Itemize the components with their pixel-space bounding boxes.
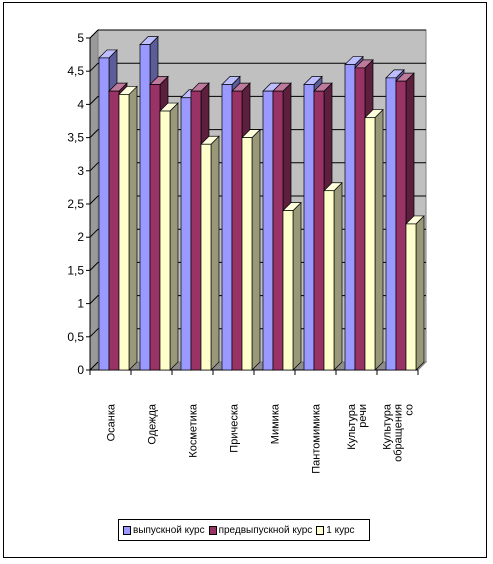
gridline-side — [89, 228, 99, 238]
y-tick-label: 0,5 — [67, 330, 84, 344]
x-tick-label-line: со — [404, 404, 416, 416]
bar — [405, 223, 417, 371]
bar — [354, 67, 366, 371]
y-tick-label: 1,5 — [67, 263, 84, 277]
x-tick-label: Косметика — [188, 403, 200, 458]
y-tick-label: 2,5 — [67, 197, 84, 211]
x-tick-label: Мимика — [270, 403, 282, 444]
x-tick-label: Осанка — [106, 403, 118, 441]
gridline-side — [89, 62, 99, 72]
legend-label-series-2: предвыпускной курс — [218, 524, 313, 536]
y-tick-label: 0 — [77, 363, 84, 377]
legend-label-series-1: выпускной курс — [133, 524, 205, 536]
x-tick-label-line: речи — [357, 404, 369, 428]
bar-side — [292, 201, 302, 371]
bar — [395, 80, 407, 371]
legend-item-series-3: 1 курс — [316, 524, 355, 536]
gridline-side — [89, 295, 99, 304]
gridline-side — [89, 162, 99, 172]
bar — [364, 117, 376, 371]
x-tick-label-line: Культура — [346, 403, 358, 450]
y-tick-label: 4,5 — [67, 64, 84, 78]
x-tick-label: Культураречи — [346, 403, 369, 450]
y-tick-label: 3 — [77, 164, 84, 178]
gridline-side — [89, 195, 99, 205]
bar — [139, 44, 151, 371]
legend-swatch-series-1 — [123, 525, 131, 535]
bar — [108, 90, 120, 371]
x-tick-label-line: Культура — [382, 403, 394, 450]
bar-side — [169, 102, 179, 371]
legend-swatch-series-2 — [208, 525, 217, 535]
x-tick-label: Прическа — [229, 403, 241, 453]
legend-swatch-series-3 — [316, 525, 325, 535]
legend-label-series-3: 1 курс — [326, 524, 355, 536]
bar — [200, 143, 212, 371]
bar — [231, 90, 243, 371]
bar — [303, 84, 315, 371]
bar — [344, 64, 356, 371]
bar — [241, 137, 253, 371]
bar-side — [333, 181, 343, 371]
gridline-side — [89, 262, 99, 271]
y-tick-label: 1 — [77, 297, 84, 311]
gridline-side — [89, 328, 99, 338]
x-tick-label: Пантомимика — [311, 403, 323, 474]
x-tick-label: Культураобращениясо — [382, 403, 416, 462]
bar — [159, 110, 171, 371]
bar-side — [415, 215, 425, 371]
y-tick-label: 5 — [77, 31, 84, 45]
x-tick-label-line: Косметика — [188, 403, 200, 458]
bar — [190, 90, 202, 371]
bar-side — [210, 135, 220, 371]
bar — [282, 210, 294, 371]
x-tick-label: Одежда — [147, 403, 159, 445]
x-tick-label-line: обращения — [393, 404, 405, 462]
bar — [180, 97, 192, 371]
y-tick-label: 2 — [77, 230, 84, 244]
bar-side — [374, 108, 384, 371]
x-tick-label-line: Пантомимика — [311, 403, 323, 474]
chart-legend: выпускной курс предвыпускной курс 1 курс — [118, 519, 370, 541]
bar — [149, 84, 161, 371]
bar — [221, 84, 233, 371]
gridline-side — [89, 96, 99, 105]
y-tick-label: 3,5 — [67, 131, 84, 145]
x-tick-label-line: Одежда — [147, 403, 159, 445]
bar — [262, 90, 274, 371]
bar — [313, 90, 325, 371]
y-tick-label: 4 — [77, 97, 84, 111]
x-tick-label-line: Осанка — [106, 403, 118, 441]
legend-item-series-1: выпускной курс — [123, 525, 205, 536]
bar — [98, 57, 110, 371]
gridline-side — [89, 361, 99, 371]
x-tick-label-line: Мимика — [270, 403, 282, 444]
legend-item-series-2: предвыпускной курс — [208, 524, 313, 536]
gridline-side — [89, 129, 99, 138]
bar — [323, 190, 335, 371]
bar — [272, 90, 284, 371]
bar — [385, 77, 397, 371]
gridline-side — [89, 29, 99, 39]
bar-side — [251, 128, 261, 371]
x-tick-label-line: Прическа — [229, 403, 241, 453]
bar-side — [128, 85, 138, 371]
bar — [118, 94, 130, 371]
